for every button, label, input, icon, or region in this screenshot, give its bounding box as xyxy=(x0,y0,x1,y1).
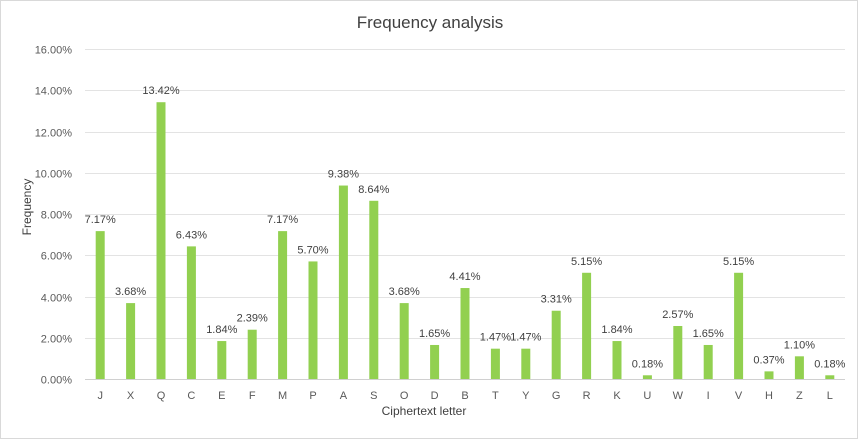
bar xyxy=(825,375,835,379)
data-label: 1.65% xyxy=(419,328,450,340)
bar xyxy=(217,341,227,379)
bar xyxy=(460,288,470,379)
x-tick-label: P xyxy=(309,390,316,402)
x-tick-label: A xyxy=(340,390,348,402)
gridlines xyxy=(85,49,845,380)
chart-title: Frequency analysis xyxy=(357,13,503,32)
y-tick-label: 10.00% xyxy=(35,169,73,181)
bar xyxy=(521,348,531,379)
data-label: 5.70% xyxy=(297,244,328,256)
y-axis-ticks: 0.00% 2.00% 4.00% 6.00% 8.00% 10.00% 12.00% 14.… xyxy=(35,45,73,387)
x-tick-label: J xyxy=(97,390,103,402)
bar xyxy=(642,375,652,379)
data-label: 1.47% xyxy=(510,332,541,344)
x-tick-label: E xyxy=(218,390,225,402)
bar xyxy=(278,231,288,379)
data-label: 0.37% xyxy=(753,354,784,366)
bar xyxy=(430,344,440,379)
bar xyxy=(582,272,592,379)
data-label: 2.57% xyxy=(662,309,693,321)
data-label: 5.15% xyxy=(571,256,602,268)
x-tick-label: X xyxy=(127,390,135,402)
bar xyxy=(612,341,622,379)
x-tick-label: O xyxy=(400,390,409,402)
bar xyxy=(764,371,774,379)
x-tick-label: C xyxy=(187,390,195,402)
bar xyxy=(126,303,136,379)
data-label: 6.43% xyxy=(176,229,207,241)
data-label: 1.10% xyxy=(784,339,815,351)
data-label: 2.39% xyxy=(237,313,268,325)
x-tick-label: S xyxy=(370,390,377,402)
data-label: 7.17% xyxy=(85,214,116,226)
x-tick-label: V xyxy=(735,390,743,402)
bar xyxy=(794,356,804,379)
data-label: 7.17% xyxy=(267,214,298,226)
data-label: 1.65% xyxy=(693,328,724,340)
y-tick-label: 4.00% xyxy=(41,293,72,305)
data-label: 8.64% xyxy=(358,184,389,196)
data-labels: 7.17%3.68%13.42%6.43%1.84%2.39%7.17%5.70… xyxy=(85,85,846,370)
data-label: 3.31% xyxy=(541,294,572,306)
y-axis-title: Frequency xyxy=(20,179,34,236)
data-label: 9.38% xyxy=(328,169,359,181)
bar xyxy=(338,185,348,379)
data-label: 1.84% xyxy=(601,324,632,336)
x-tick-label: Y xyxy=(522,390,530,402)
y-tick-label: 16.00% xyxy=(35,45,73,57)
bar xyxy=(734,272,744,379)
y-tick-label: 8.00% xyxy=(41,210,72,222)
x-tick-label: H xyxy=(765,390,773,402)
x-tick-label: W xyxy=(673,390,684,402)
bar xyxy=(703,344,713,379)
x-tick-label: Q xyxy=(157,390,166,402)
x-tick-label: U xyxy=(643,390,651,402)
x-tick-label: K xyxy=(613,390,621,402)
x-tick-label: L xyxy=(827,390,833,402)
y-tick-label: 12.00% xyxy=(35,128,73,140)
data-label: 13.42% xyxy=(142,85,180,97)
bar xyxy=(247,329,257,379)
x-tick-label: T xyxy=(492,390,499,402)
bar xyxy=(308,261,318,379)
bar xyxy=(156,102,166,380)
x-tick-label: D xyxy=(431,390,439,402)
y-tick-label: 0.00% xyxy=(41,375,72,387)
y-tick-label: 6.00% xyxy=(41,251,72,263)
data-label: 1.47% xyxy=(480,332,511,344)
x-tick-label: G xyxy=(552,390,561,402)
x-tick-label: I xyxy=(707,390,710,402)
x-tick-label: R xyxy=(583,390,591,402)
x-axis-title: Ciphertext letter xyxy=(382,404,467,418)
x-tick-label: F xyxy=(249,390,256,402)
x-tick-label: Z xyxy=(796,390,803,402)
bar xyxy=(551,310,561,379)
data-label: 4.41% xyxy=(449,271,480,283)
bar xyxy=(369,200,379,379)
data-label: 0.18% xyxy=(632,358,663,370)
bar xyxy=(490,348,500,379)
bars xyxy=(95,102,835,380)
bar xyxy=(186,246,196,379)
data-label: 1.84% xyxy=(206,324,237,336)
bar xyxy=(673,325,683,379)
x-tick-label: M xyxy=(278,390,287,402)
data-label: 3.68% xyxy=(389,286,420,298)
y-tick-label: 14.00% xyxy=(35,86,73,98)
y-tick-label: 2.00% xyxy=(41,334,72,346)
data-label: 5.15% xyxy=(723,256,754,268)
bar xyxy=(95,231,105,379)
data-label: 3.68% xyxy=(115,286,146,298)
data-label: 0.18% xyxy=(814,358,845,370)
x-tick-label: B xyxy=(461,390,468,402)
bar xyxy=(399,303,409,379)
